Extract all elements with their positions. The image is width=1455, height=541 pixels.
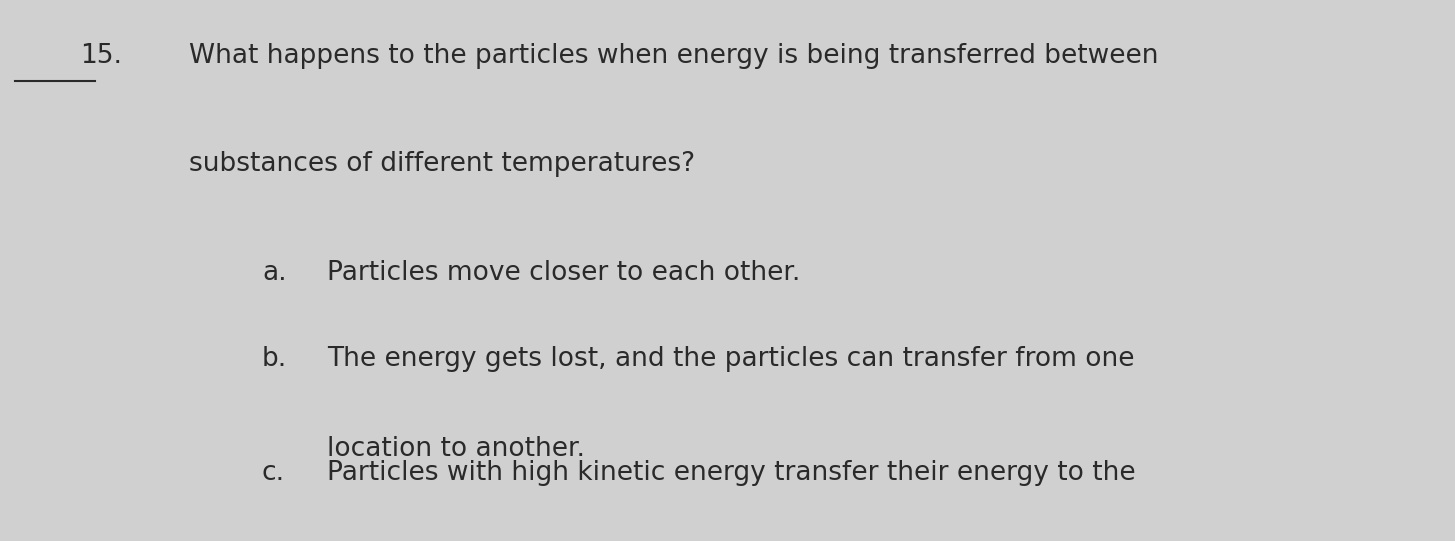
Text: b.: b. [262, 346, 287, 372]
Text: c.: c. [262, 460, 285, 486]
Text: location to another.: location to another. [327, 436, 585, 461]
Text: What happens to the particles when energy is being transferred between: What happens to the particles when energ… [189, 43, 1158, 69]
Text: Particles move closer to each other.: Particles move closer to each other. [327, 260, 800, 286]
Text: a.: a. [262, 260, 287, 286]
Text: The energy gets lost, and the particles can transfer from one: The energy gets lost, and the particles … [327, 346, 1135, 372]
Text: Particles with high kinetic energy transfer their energy to the: Particles with high kinetic energy trans… [327, 460, 1136, 486]
Text: 15.: 15. [80, 43, 122, 69]
Text: substances of different temperatures?: substances of different temperatures? [189, 151, 695, 177]
